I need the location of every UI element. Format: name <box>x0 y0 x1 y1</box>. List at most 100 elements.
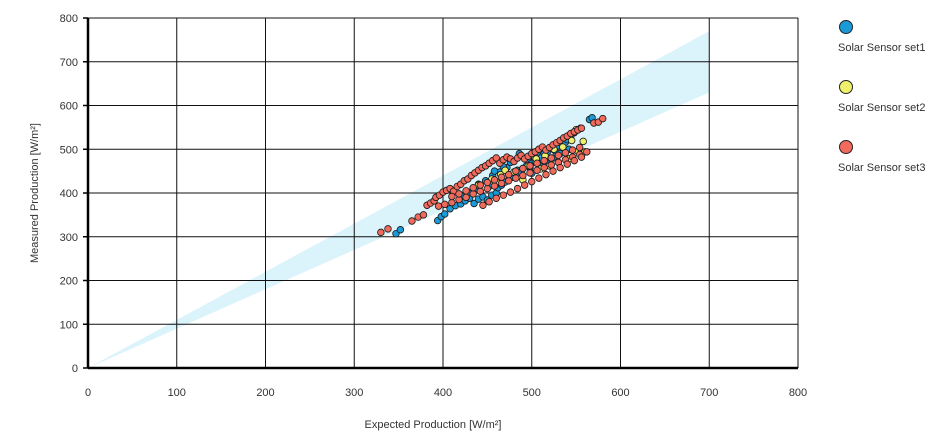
set1-marker <box>839 20 853 34</box>
data-point <box>490 167 499 175</box>
data-point <box>490 182 499 190</box>
data-point <box>448 198 456 207</box>
data-point <box>540 156 548 165</box>
data-point <box>528 177 536 186</box>
data-point <box>533 159 541 167</box>
data-point <box>384 225 392 233</box>
data-point <box>408 217 416 225</box>
set3-marker <box>839 140 853 154</box>
data-point <box>377 228 385 237</box>
x-tick-label: 800 <box>789 387 807 399</box>
x-axis-label: Expected Production [W/m²] <box>365 419 502 431</box>
legend-label-set2: Solar Sensor set2 <box>838 102 926 114</box>
data-point <box>476 187 484 195</box>
data-point <box>547 154 555 162</box>
data-point <box>583 148 591 156</box>
data-point <box>462 193 470 202</box>
data-point <box>441 210 449 218</box>
data-point <box>513 184 522 193</box>
y-tick-label: 400 <box>60 188 78 200</box>
data-point <box>526 162 534 170</box>
data-point <box>483 184 492 193</box>
x-tick-label: 500 <box>523 387 541 399</box>
legend-label-set3: Solar Sensor set3 <box>838 162 926 174</box>
data-point <box>434 202 443 210</box>
x-tick-labels: 0 100 200 300 400 500 600 700 800 <box>85 387 807 399</box>
y-tick-label: 800 <box>60 13 78 25</box>
data-point <box>563 160 571 168</box>
data-point <box>476 181 484 189</box>
data-point <box>497 179 506 188</box>
y-tick-label: 0 <box>72 363 78 375</box>
data-point <box>599 114 607 123</box>
data-point <box>556 163 564 172</box>
data-point <box>535 174 543 182</box>
data-point <box>441 200 449 209</box>
data-point <box>470 199 478 208</box>
data-point <box>485 198 493 206</box>
data-point <box>540 163 548 172</box>
data-point <box>483 178 492 187</box>
series-3-points <box>377 114 607 237</box>
data-point <box>579 137 587 146</box>
data-point <box>492 194 500 202</box>
data-point <box>554 151 563 160</box>
x-tick-label: 600 <box>611 387 629 399</box>
data-point <box>519 171 527 180</box>
y-tick-label: 100 <box>60 319 78 331</box>
data-point <box>549 167 557 175</box>
legend-item-set1[interactable]: Solar Sensor set1 <box>832 16 942 76</box>
data-point <box>448 192 456 201</box>
data-point <box>396 226 405 234</box>
data-point <box>533 166 541 174</box>
data-point <box>561 149 570 157</box>
data-point <box>419 211 428 219</box>
data-point <box>542 170 550 179</box>
data-point <box>479 201 487 209</box>
expected-range-band <box>88 31 710 368</box>
data-point <box>499 191 508 199</box>
data-point <box>504 170 513 179</box>
data-point <box>512 174 520 182</box>
x-tick-label: 200 <box>256 387 274 399</box>
data-point <box>497 173 506 181</box>
data-point <box>504 177 513 185</box>
data-point <box>526 169 534 177</box>
data-point <box>462 187 470 195</box>
x-tick-label: 0 <box>85 387 91 399</box>
legend-label-set1: Solar Sensor set1 <box>838 42 926 54</box>
x-tick-label: 400 <box>434 387 452 399</box>
axes <box>83 17 798 370</box>
y-tick-labels: 0 100 200 300 400 500 600 700 800 <box>60 13 78 375</box>
y-tick-label: 600 <box>60 101 78 113</box>
data-point <box>575 143 584 152</box>
x-tick-label: 700 <box>700 387 718 399</box>
x-tick-label: 300 <box>345 387 363 399</box>
data-point <box>512 167 520 175</box>
data-point <box>469 184 477 192</box>
legend-item-set3[interactable]: Solar Sensor set3 <box>832 136 942 196</box>
data-point <box>506 188 515 196</box>
data-point <box>577 153 586 161</box>
data-point <box>469 190 477 198</box>
data-point <box>520 181 529 189</box>
y-axis-label: Measured Production [W/m²] <box>29 123 41 263</box>
data-point <box>577 124 586 132</box>
x-tick-label: 100 <box>168 387 186 399</box>
y-tick-label: 500 <box>60 144 78 156</box>
legend: Solar Sensor set1 Solar Sensor set2 Sola… <box>832 16 942 196</box>
set2-marker <box>839 80 853 94</box>
data-point <box>570 156 579 165</box>
data-point <box>455 190 463 198</box>
data-point <box>568 146 577 154</box>
y-tick-label: 200 <box>60 276 78 288</box>
data-point <box>547 161 555 169</box>
y-tick-label: 300 <box>60 232 78 244</box>
legend-item-set2[interactable]: Solar Sensor set2 <box>832 76 942 136</box>
y-tick-label: 700 <box>60 57 78 69</box>
data-points <box>377 114 607 238</box>
data-point <box>490 176 499 184</box>
data-point <box>492 154 500 162</box>
data-point <box>519 164 527 173</box>
